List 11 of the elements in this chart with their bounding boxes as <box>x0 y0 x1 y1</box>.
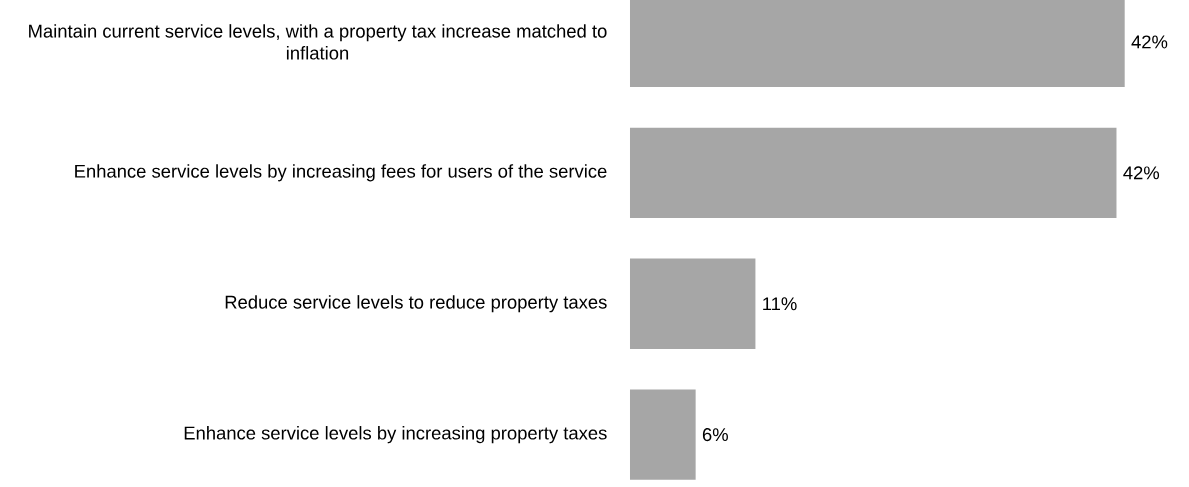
y-tick-label: Reduce service levels to reduce property taxes <box>225 295 607 313</box>
bar <box>629 258 756 349</box>
y-tick-label: Maintain current service levels, with a property tax increase matched to inflation <box>29 24 607 60</box>
data-label: 6% <box>702 428 728 442</box>
data-label: 42% <box>1131 35 1168 49</box>
bar <box>629 127 1117 218</box>
data-label: 11% <box>763 297 797 311</box>
y-tick-label: Enhance service levels by increasing fees for users of the service <box>75 164 607 182</box>
data-label: 42% <box>1123 166 1160 180</box>
bar <box>629 389 696 480</box>
y-tick-label: Enhance service levels by increasing property taxes <box>184 426 607 444</box>
